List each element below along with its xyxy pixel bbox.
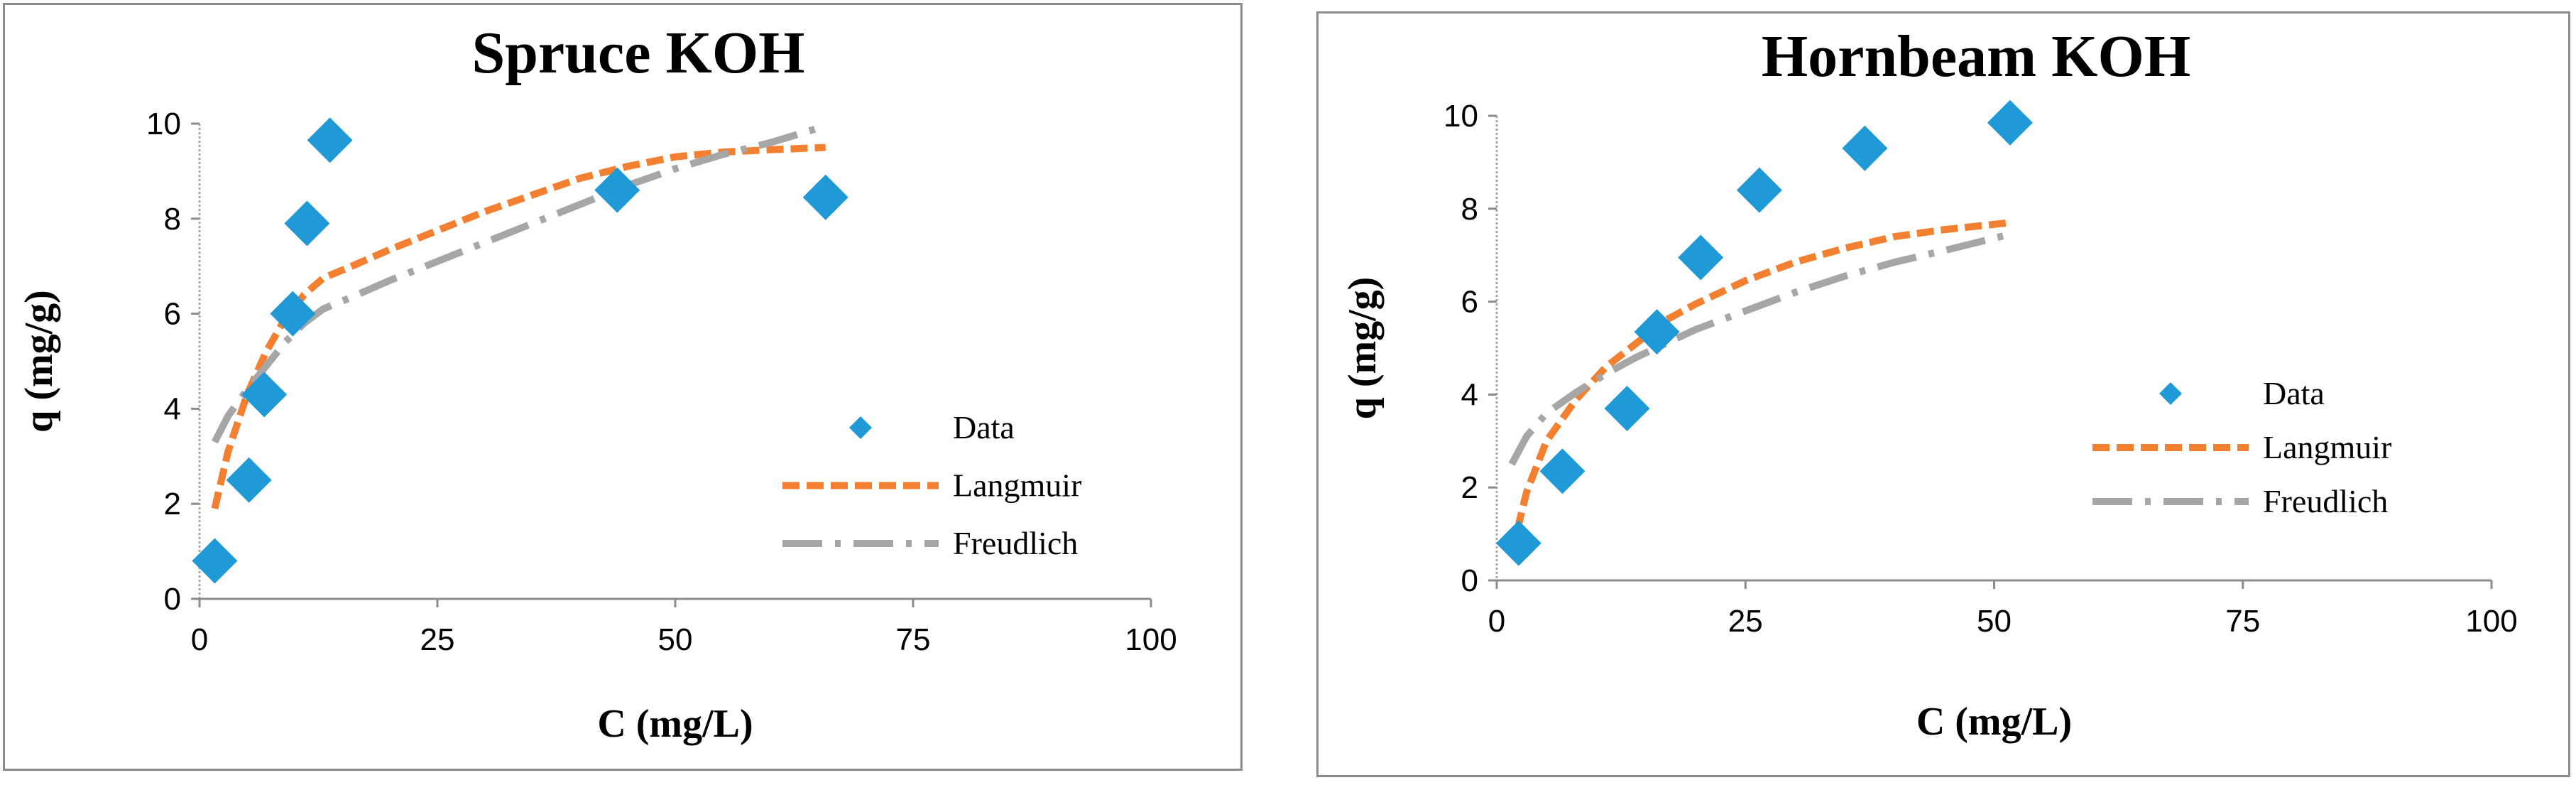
- y-tick-label: 2: [164, 487, 181, 521]
- x-tick-label: 100: [1125, 622, 1177, 657]
- data-point-marker: [1987, 99, 2033, 146]
- x-tick-label: 50: [658, 622, 693, 657]
- data-point-marker: [307, 117, 353, 163]
- data-point-marker: [270, 291, 316, 337]
- y-tick-label: 4: [164, 391, 181, 426]
- y-tick-label: 10: [146, 107, 181, 141]
- x-tick-label: 25: [1728, 604, 1763, 639]
- y-tick-label: 8: [1461, 192, 1478, 227]
- x-tick-label: 0: [1488, 604, 1505, 639]
- legend-data-marker: [2159, 382, 2182, 405]
- legend-label-freudlich: Freudlich: [953, 525, 1078, 561]
- x-tick-label: 25: [420, 622, 455, 657]
- legend-label-data: Data: [953, 409, 1015, 445]
- y-tick-label: 4: [1461, 377, 1478, 412]
- series-langmuir-line: [1508, 219, 2011, 553]
- y-tick-label: 8: [164, 202, 181, 237]
- x-tick-label: 75: [896, 622, 931, 657]
- legend-data-marker: [849, 416, 872, 439]
- data-point-marker: [1604, 386, 1650, 432]
- y-tick-label: 6: [1461, 285, 1478, 320]
- legend-label-data: Data: [2263, 375, 2325, 411]
- y-tick-label: 10: [1443, 99, 1478, 134]
- legend-label-langmuir: Langmuir: [953, 467, 1081, 504]
- data-point-marker: [192, 538, 238, 584]
- data-point-marker: [1736, 167, 1782, 213]
- y-tick-label: 0: [164, 582, 181, 617]
- y-axis-label: q (mg/g): [17, 290, 61, 433]
- x-axis-label: C (mg/L): [1916, 700, 2072, 744]
- y-axis-label: q (mg/g): [1341, 277, 1385, 420]
- x-tick-label: 75: [2225, 604, 2260, 639]
- series-freudlich-line: [1508, 230, 2012, 466]
- series-freudlich-line: [211, 122, 827, 444]
- chart-title: Hornbeam KOH: [1762, 23, 2190, 90]
- y-tick-label: 2: [1461, 470, 1478, 505]
- series-langmuir-line: [211, 144, 826, 510]
- legend-label-langmuir: Langmuir: [2263, 429, 2391, 465]
- data-point-marker: [1495, 520, 1541, 566]
- data-point-marker: [594, 167, 640, 213]
- data-point-marker: [241, 372, 288, 418]
- spruce-koh-chart-panel: Spruce KOH 0 2 4 6 8 10 0 25 50 75 100 C (mg/L) q (mg…: [3, 3, 1243, 771]
- data-point-marker: [226, 457, 272, 503]
- legend-label-freudlich: Freudlich: [2263, 483, 2388, 519]
- data-point-marker: [1539, 448, 1586, 494]
- x-tick-label: 50: [1977, 604, 2012, 639]
- data-point-marker: [802, 174, 848, 220]
- y-tick-label: 6: [164, 297, 181, 332]
- data-point-marker: [284, 200, 330, 247]
- data-point-marker: [1634, 309, 1680, 355]
- data-point-marker: [1842, 125, 1888, 171]
- data-point-marker: [1678, 234, 1724, 281]
- chart-title: Spruce KOH: [471, 20, 804, 86]
- x-tick-label: 0: [191, 622, 208, 657]
- x-axis-label: C (mg/L): [597, 702, 753, 746]
- hornbeam-koh-chart-panel: Hornbeam KOH 0 2 4 6 8 10 0 25 50 75 100 C (mg/L) q (…: [1316, 11, 2570, 777]
- x-tick-label: 100: [2465, 604, 2517, 639]
- y-tick-label: 0: [1461, 563, 1478, 598]
